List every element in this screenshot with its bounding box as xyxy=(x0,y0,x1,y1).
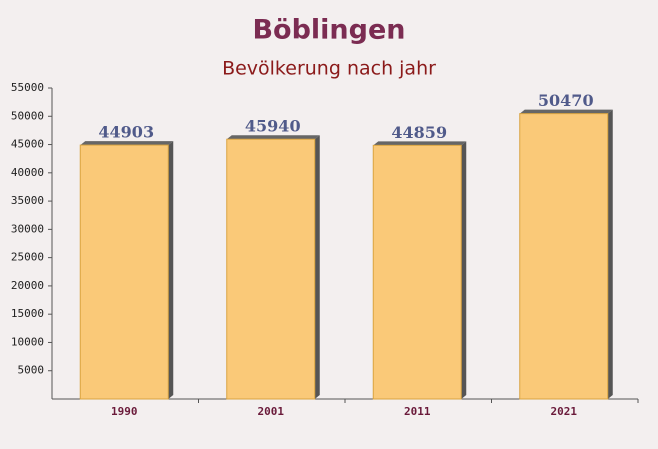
value-label: 44859 xyxy=(391,123,447,142)
bar-top xyxy=(519,109,613,114)
bar xyxy=(79,144,169,400)
y-tick-label: 15000 xyxy=(11,307,44,320)
x-tick-label: 2011 xyxy=(404,405,431,418)
value-label: 45940 xyxy=(245,117,301,136)
bar-shadow xyxy=(461,141,467,399)
bar-shadow xyxy=(607,109,613,400)
bar-top xyxy=(226,135,320,140)
bar-shadow xyxy=(314,135,320,400)
value-label: 44903 xyxy=(98,123,154,142)
x-tick-label: 1990 xyxy=(111,405,138,418)
y-tick-label: 25000 xyxy=(11,251,44,264)
y-tick-label: 10000 xyxy=(11,335,44,348)
value-label: 50470 xyxy=(538,91,594,110)
chart-subtitle: Bevölkerung nach jahr xyxy=(222,58,436,80)
x-tick-label: 2001 xyxy=(258,405,285,418)
y-tick-label: 5000 xyxy=(18,364,45,377)
bar xyxy=(372,144,462,400)
x-tick-label: 2021 xyxy=(551,405,578,418)
bar-top xyxy=(373,141,467,146)
y-tick-label: 50000 xyxy=(11,109,44,122)
y-tick-label: 30000 xyxy=(11,222,44,235)
bar xyxy=(226,138,316,400)
y-tick-label: 45000 xyxy=(11,138,44,151)
bar-top xyxy=(80,141,174,146)
y-tick-label: 55000 xyxy=(11,81,44,94)
chart-title: Böblingen xyxy=(252,15,405,46)
bar-shadow xyxy=(168,141,174,400)
y-tick-label: 35000 xyxy=(11,194,44,207)
y-tick-label: 40000 xyxy=(11,166,44,179)
y-tick-label: 20000 xyxy=(11,279,44,292)
bar xyxy=(519,113,609,400)
